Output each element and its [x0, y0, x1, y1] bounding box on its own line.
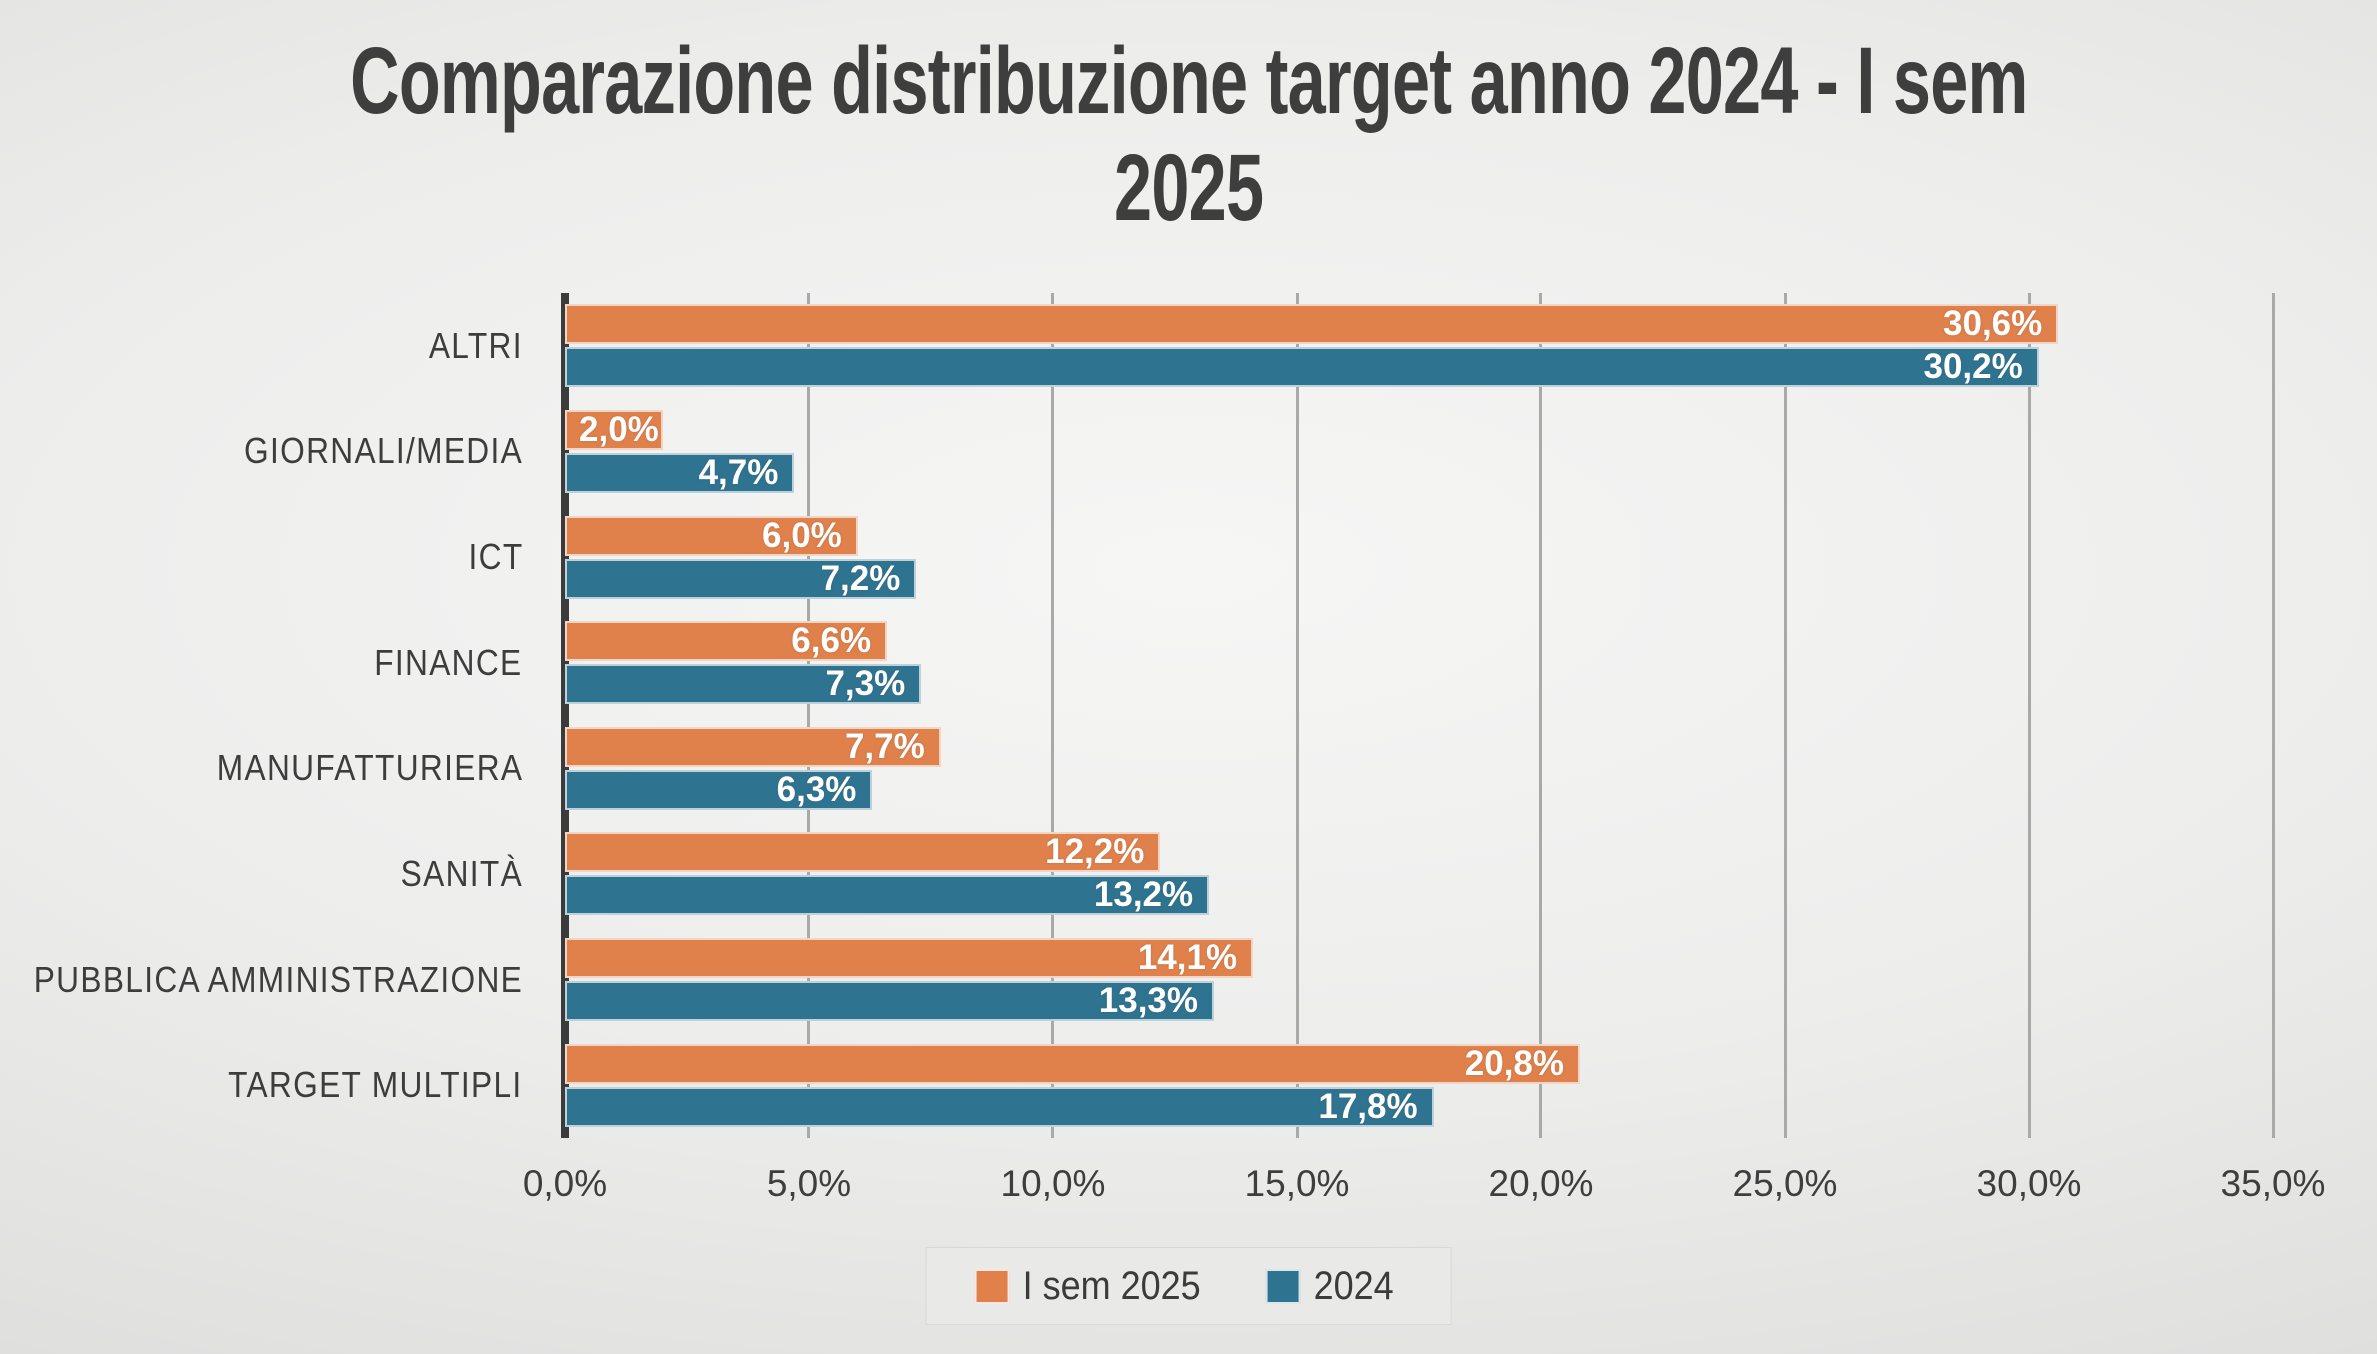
category-label: ALTRI: [0, 293, 565, 399]
category-label-text: ICT: [468, 536, 523, 578]
chart-row: PUBBLICA AMMINISTRAZIONE 14,1% 13,3%: [0, 927, 2273, 1033]
value-label: 7,3%: [825, 664, 906, 704]
x-tick-label: 30,0%: [1976, 1163, 2082, 1204]
chart-row: MANUFATTURIERA 7,7% 6,3%: [0, 716, 2273, 822]
x-tick-label: 0,0%: [522, 1163, 608, 1204]
legend-item: 2024: [1265, 1263, 1403, 1309]
value-label: 17,8%: [1318, 1086, 1418, 1126]
gridline: [1051, 293, 1055, 1138]
bar-2024: 7,3%: [565, 664, 922, 705]
category-label-text: SANITÀ: [400, 852, 523, 894]
chart-title: Comparazione distribuzione target anno 2…: [0, 28, 2377, 243]
value-label: 6,3%: [776, 769, 857, 809]
value-label: 6,0%: [762, 515, 842, 555]
gridline: [1295, 293, 1299, 1138]
bar-i-sem-2025: 20,8%: [565, 1043, 1581, 1084]
category-label: SANITÀ: [0, 821, 565, 927]
x-tick-label: 10,0%: [1000, 1163, 1106, 1204]
bar-i-sem-2025: 12,2%: [565, 832, 1161, 873]
category-label-text: PUBBLICA AMMINISTRAZIONE: [33, 958, 523, 1000]
value-label: 30,6%: [1943, 304, 2043, 344]
bar-2024: 6,3%: [565, 769, 873, 810]
x-tick-label: 35,0%: [2220, 1163, 2326, 1204]
value-label: 13,3%: [1098, 981, 1199, 1021]
category-label: TARGET MULTIPLI: [0, 1032, 565, 1138]
x-tick-label: 5,0%: [766, 1163, 852, 1204]
chart-row: SANITÀ 12,2% 13,2%: [0, 821, 2273, 927]
bar-i-sem-2025: 6,6%: [565, 621, 888, 662]
legend: I sem 2025 2024: [925, 1247, 1452, 1325]
category-label-text: MANUFATTURIERA: [216, 747, 523, 789]
legend-label: I sem 2025: [1022, 1263, 1201, 1308]
bar-pair: 14,1% 13,3%: [565, 927, 2273, 1033]
value-label: 13,2%: [1093, 875, 1194, 915]
bar-i-sem-2025: 6,0%: [565, 515, 858, 556]
chart-row: FINANCE 6,6% 7,3%: [0, 610, 2273, 716]
category-label: GIORNALI/MEDIA: [0, 399, 565, 505]
y-axis-line: [561, 293, 569, 1138]
bar-pair: 12,2% 13,2%: [565, 821, 2273, 927]
bar-i-sem-2025: 7,7%: [565, 726, 941, 767]
bar-i-sem-2025: 14,1%: [565, 938, 1254, 979]
x-tick-label: 15,0%: [1244, 1163, 1350, 1204]
gridline: [807, 293, 811, 1138]
chart-row: ICT 6,0% 7,2%: [0, 504, 2273, 610]
bar-i-sem-2025: 2,0%: [565, 409, 663, 450]
value-label: 4,7%: [698, 452, 779, 492]
bar-2024: 13,3%: [565, 981, 1215, 1022]
chart-title-line-2: 2025: [1113, 135, 1264, 242]
x-tick-label: 20,0%: [1488, 1163, 1594, 1204]
category-label: FINANCE: [0, 610, 565, 716]
value-label: 14,1%: [1137, 938, 1238, 978]
bar-2024: 17,8%: [565, 1086, 1434, 1127]
bar-pair: 20,8% 17,8%: [565, 1032, 2273, 1138]
gridline: [1539, 293, 1543, 1138]
category-label: ICT: [0, 504, 565, 610]
value-label: 12,2%: [1045, 832, 1145, 872]
plot-area: [561, 293, 2275, 1138]
bar-pair: 6,0% 7,2%: [565, 504, 2273, 610]
category-label: PUBBLICA AMMINISTRAZIONE: [0, 927, 565, 1033]
chart-row: TARGET MULTIPLI 20,8% 17,8%: [0, 1032, 2273, 1138]
value-label: 6,6%: [791, 621, 872, 661]
bar-2024: 13,2%: [565, 875, 1210, 916]
value-label: 7,7%: [844, 726, 925, 766]
value-label: 7,2%: [820, 558, 901, 598]
bar-2024: 7,2%: [565, 558, 917, 599]
bar-pair: 6,6% 7,3%: [565, 610, 2273, 716]
x-tick-label: 25,0%: [1732, 1163, 1838, 1204]
chart-row: ALTRI 30,6% 30,2%: [0, 293, 2273, 399]
bar-pair: 30,6% 30,2%: [565, 293, 2273, 399]
category-label-text: GIORNALI/MEDIA: [243, 430, 523, 472]
category-label-text: FINANCE: [374, 641, 523, 683]
legend-label: 2024: [1313, 1263, 1395, 1308]
value-label: 30,2%: [1923, 347, 2023, 387]
bar-rows: ALTRI 30,6% 30,2% GIORNALI/MEDIA 2,0% 4,7% ICT…: [0, 293, 2273, 1138]
chart-title-line-1: Comparazione distribuzione target anno 2…: [349, 28, 2028, 134]
category-label-text: ALTRI: [428, 324, 523, 366]
bar-i-sem-2025: 30,6%: [565, 304, 2059, 345]
category-label: MANUFATTURIERA: [0, 716, 565, 822]
bar-2024: 4,7%: [565, 452, 795, 493]
bar-pair: 2,0% 4,7%: [565, 399, 2273, 505]
chart-row: GIORNALI/MEDIA 2,0% 4,7%: [0, 399, 2273, 505]
gridline: [2271, 293, 2275, 1138]
category-label-text: TARGET MULTIPLI: [228, 1064, 523, 1106]
x-axis-tick-labels: 0,0% 5,0% 10,0% 15,0% 20,0% 25,0% 30,0% 35,0%: [523, 1163, 2326, 1213]
legend-swatch: [974, 1268, 1010, 1304]
value-label: 2,0%: [579, 409, 659, 449]
legend-swatch: [1265, 1268, 1301, 1304]
gridline: [1783, 293, 1787, 1138]
gridline: [2027, 293, 2031, 1138]
bar-2024: 30,2%: [565, 347, 2039, 388]
value-label: 20,8%: [1464, 1043, 1565, 1083]
legend-item: I sem 2025: [974, 1264, 1220, 1309]
bar-pair: 7,7% 6,3%: [565, 716, 2273, 822]
